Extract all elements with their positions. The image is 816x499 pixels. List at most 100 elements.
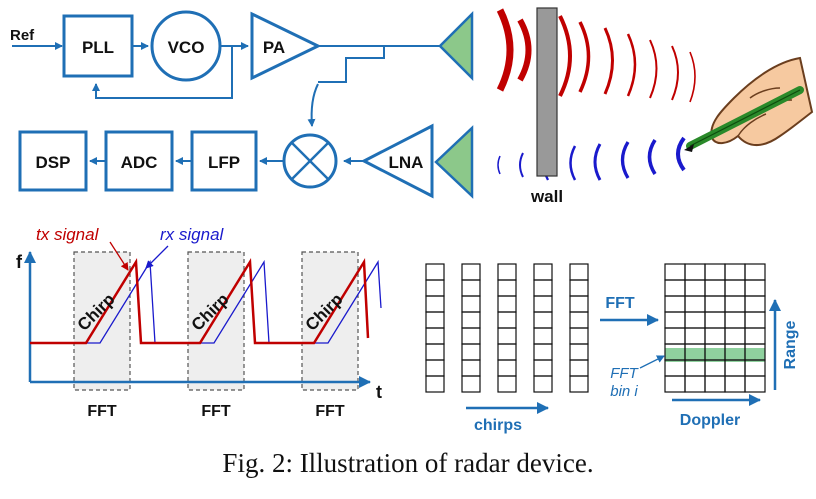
range-doppler-cell xyxy=(664,279,686,297)
mixer-cross-2 xyxy=(291,142,329,180)
lfp-label: LFP xyxy=(208,153,240,172)
lo-branch-line xyxy=(318,46,385,83)
fft-bin-label-line1: FFT xyxy=(610,365,639,382)
chirp-sample-cell xyxy=(497,343,517,361)
range-doppler-grid: FFT Range Doppler FFT bin i xyxy=(600,263,799,429)
range-doppler-cell xyxy=(664,295,686,313)
t-axis-label: t xyxy=(376,382,382,402)
chirp-sample-cell xyxy=(461,311,481,329)
range-doppler-cell xyxy=(664,375,686,393)
range-doppler-cell xyxy=(744,327,766,345)
rx-waves xyxy=(497,136,686,181)
adc-label: ADC xyxy=(121,153,158,172)
range-doppler-cell xyxy=(684,263,706,281)
chirp-sample-cell xyxy=(425,279,445,297)
chirp-sample-cell xyxy=(425,295,445,313)
range-doppler-cell xyxy=(684,295,706,313)
fft-arrow-label: FFT xyxy=(605,295,635,312)
range-doppler-cell xyxy=(704,375,726,393)
range-doppler-cell xyxy=(684,359,706,377)
range-doppler-cell xyxy=(744,311,766,329)
ref-label: Ref xyxy=(10,27,35,44)
range-doppler-cell xyxy=(684,279,706,297)
rx-signal-label: rx signal xyxy=(160,225,225,244)
range-doppler-cell xyxy=(684,375,706,393)
fft-windows xyxy=(73,251,359,391)
dsp-block xyxy=(18,130,88,192)
fft-bin-label-line2: bin i xyxy=(610,383,638,400)
chirp-sample-cell xyxy=(569,263,589,281)
chirp-sample-cell xyxy=(425,263,445,281)
range-doppler-cell xyxy=(724,311,746,329)
range-doppler-cell xyxy=(684,311,706,329)
range-doppler-cell xyxy=(724,295,746,313)
chirp-sample-cell xyxy=(425,375,445,393)
doppler-label: Doppler xyxy=(680,412,740,429)
lna-block xyxy=(360,123,434,199)
range-doppler-cell xyxy=(724,375,746,393)
block-diagram: Ref PLL VCO PA LNA LFP xyxy=(10,10,474,199)
fft-bin-highlight xyxy=(665,348,765,362)
chirp-sample-cell xyxy=(497,311,517,329)
chirp-sample-cell xyxy=(425,359,445,377)
chirp-sample-cell xyxy=(569,359,589,377)
chirp-sample-cell xyxy=(497,327,517,345)
fft-label-3: FFT xyxy=(315,403,345,420)
range-doppler-cell xyxy=(664,327,686,345)
range-doppler-cell xyxy=(724,359,746,377)
chirp-sample-cell xyxy=(461,343,481,361)
range-doppler-cell xyxy=(724,263,746,281)
chirp-sample-cell xyxy=(569,311,589,329)
pa-label: PA xyxy=(263,38,285,57)
dsp-label: DSP xyxy=(36,153,71,172)
lo-branch-arrow xyxy=(307,83,319,127)
range-doppler-cell xyxy=(744,295,766,313)
range-doppler-cell xyxy=(744,375,766,393)
range-doppler-cell xyxy=(744,359,766,377)
chirp-sample-cell xyxy=(461,327,481,345)
chirp-sample-cell xyxy=(569,295,589,313)
chirp-sample-cell xyxy=(533,359,553,377)
range-label: Range xyxy=(782,320,799,369)
range-doppler-cell xyxy=(704,327,726,345)
fft-window-1 xyxy=(73,251,131,391)
tx-antenna xyxy=(438,10,474,82)
rx-signal-line xyxy=(36,259,382,344)
chirp-sample-cell xyxy=(425,311,445,329)
range-doppler-cell xyxy=(704,263,726,281)
feedback-arrow xyxy=(92,46,233,99)
chirp-column-group xyxy=(425,263,589,393)
grid-cells xyxy=(664,263,766,393)
fft-label-2: FFT xyxy=(201,403,231,420)
chirp-sample-cell xyxy=(497,375,517,393)
range-doppler-cell xyxy=(744,279,766,297)
range-doppler-cell xyxy=(724,279,746,297)
chirp-sample-cell xyxy=(461,375,481,393)
range-doppler-cell xyxy=(704,311,726,329)
pa-block xyxy=(250,11,322,81)
range-doppler-cell xyxy=(664,263,686,281)
signal-plot: f t tx signal rx signal Chirp Chirp Chir… xyxy=(16,225,382,420)
chirp-sample-cell xyxy=(497,263,517,281)
chirp-sample-cell xyxy=(425,327,445,345)
fft-window-3 xyxy=(301,251,359,391)
range-doppler-cell xyxy=(704,279,726,297)
wall xyxy=(536,7,558,177)
range-doppler-cell xyxy=(664,359,686,377)
tx-waves xyxy=(496,8,696,103)
range-doppler-cell xyxy=(744,263,766,281)
fft-window-2 xyxy=(187,251,245,391)
chirp-sample-cell xyxy=(533,343,553,361)
range-doppler-cell xyxy=(724,327,746,345)
chirp-columns: chirps xyxy=(425,263,589,434)
chirp-sample-cell xyxy=(569,327,589,345)
hand-icon xyxy=(684,56,814,152)
fft-bin-pointer xyxy=(639,355,665,369)
chirp-sample-cell xyxy=(533,263,553,281)
chirp-sample-cell xyxy=(461,359,481,377)
chirp-sample-cell xyxy=(533,279,553,297)
tx-signal-pointer xyxy=(109,241,129,271)
chirp-sample-cell xyxy=(497,295,517,313)
chirp-sample-cell xyxy=(425,343,445,361)
range-doppler-cell xyxy=(664,311,686,329)
